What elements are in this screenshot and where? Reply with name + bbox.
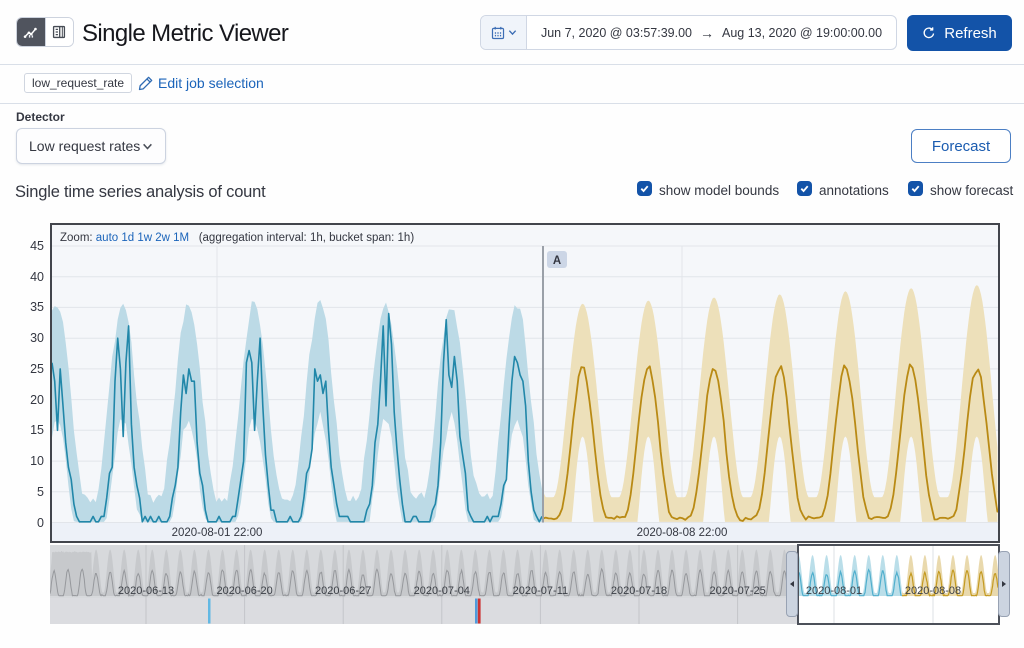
svg-text:2020-07-04: 2020-07-04: [414, 585, 470, 597]
svg-text:2020-08-08: 2020-08-08: [905, 585, 961, 597]
svg-text:2020-06-13: 2020-06-13: [118, 585, 174, 597]
svg-text:2020-06-20: 2020-06-20: [216, 585, 272, 597]
svg-text:2020-08-01: 2020-08-01: [806, 585, 862, 597]
svg-text:A: A: [553, 255, 561, 267]
svg-text:2020-07-25: 2020-07-25: [709, 585, 765, 597]
svg-text:2020-06-27: 2020-06-27: [315, 585, 371, 597]
svg-text:2020-08-08 22:00: 2020-08-08 22:00: [637, 527, 728, 539]
svg-text:2020-07-11: 2020-07-11: [513, 585, 568, 597]
svg-text:Zoom: auto 1d 1w 2w 1M (aggr: Zoom: auto 1d 1w 2w 1M (aggregation inte…: [60, 232, 414, 244]
svg-text:2020-07-18: 2020-07-18: [611, 585, 667, 597]
svg-text:2020-08-01 22:00: 2020-08-01 22:00: [172, 527, 263, 539]
